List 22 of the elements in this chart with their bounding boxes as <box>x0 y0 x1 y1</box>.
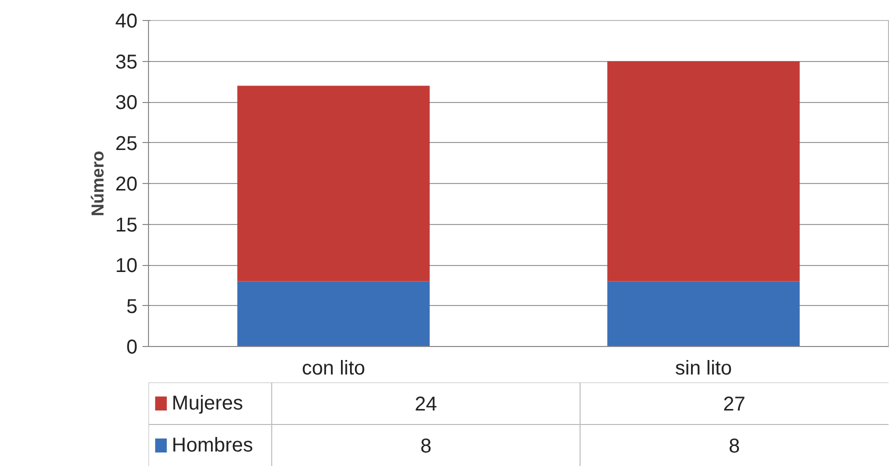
y-tick-label: 15 <box>115 214 138 236</box>
data-label: 27 <box>723 394 746 416</box>
y-tick-label: 5 <box>126 296 138 318</box>
bar <box>237 281 430 346</box>
y-tick-label: 30 <box>115 92 138 114</box>
bar <box>607 61 800 282</box>
y-tick-label: 25 <box>115 132 138 155</box>
legend-label: Hombres <box>172 434 253 456</box>
y-tick-label: 40 <box>115 10 138 32</box>
data-label: 24 <box>414 394 438 416</box>
y-tick-label: 0 <box>126 336 138 358</box>
y-tick-label: 20 <box>115 174 138 196</box>
y-tick-label: 35 <box>115 51 138 74</box>
bar <box>237 86 430 282</box>
data-label: 8 <box>728 436 740 458</box>
y-axis-title: Número <box>87 150 108 216</box>
legend-label: Mujeres <box>172 392 243 414</box>
bar <box>607 281 800 346</box>
x-tick-label: sin lito <box>675 358 732 380</box>
data-label: 8 <box>420 436 432 458</box>
y-tick-label: 10 <box>115 255 138 277</box>
x-tick-label: con lito <box>302 358 366 380</box>
